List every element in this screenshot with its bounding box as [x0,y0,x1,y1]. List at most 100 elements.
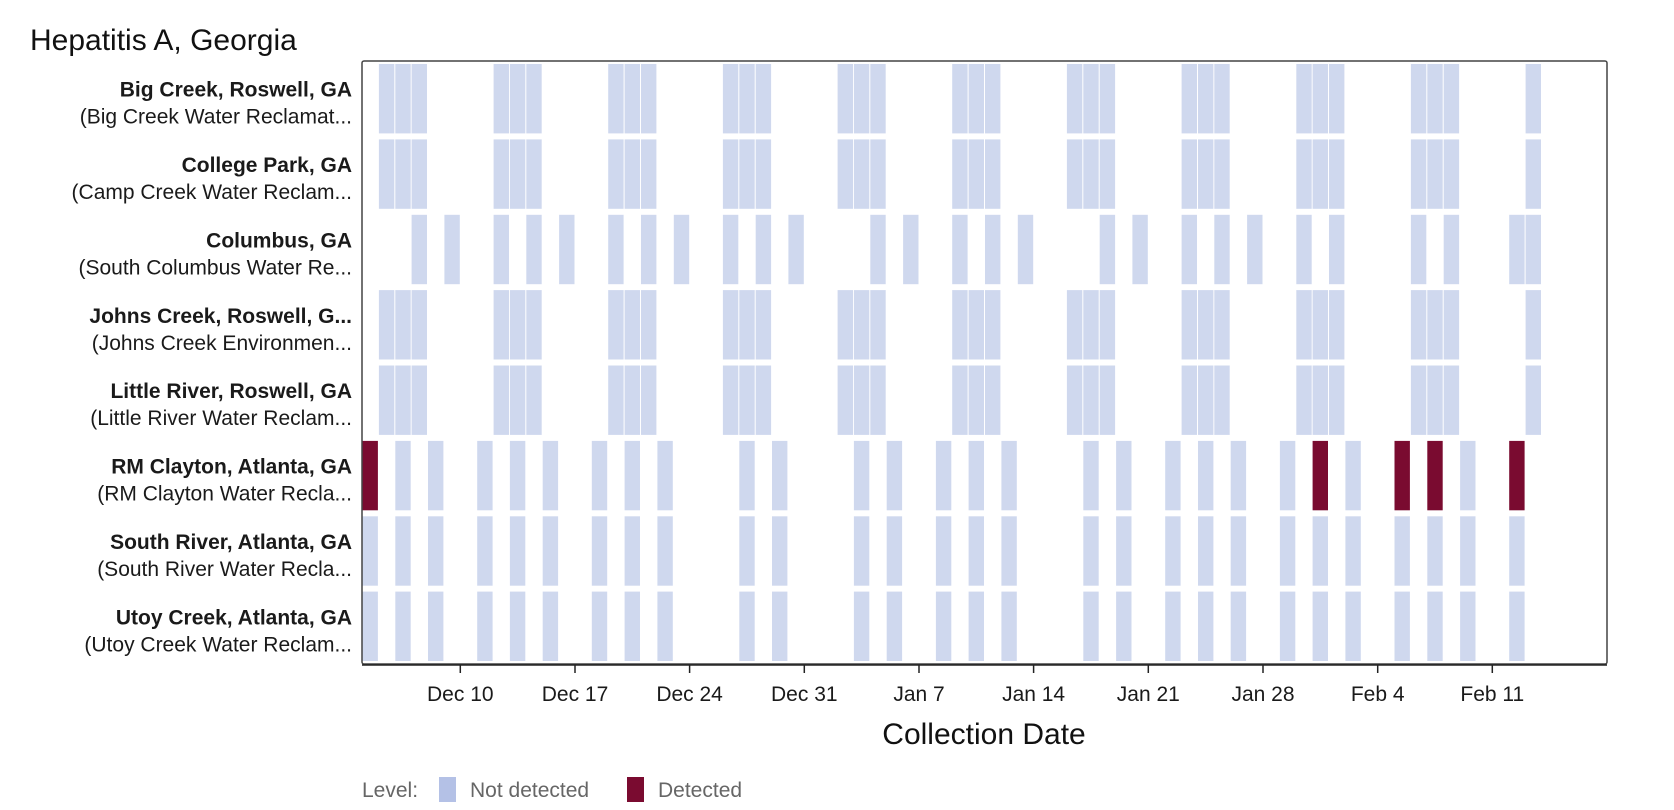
bar-not-detected [526,365,542,435]
bar-not-detected [985,214,1001,285]
bar-detected [1312,440,1328,511]
bar-not-detected [1001,591,1017,661]
bar-not-detected [493,139,509,209]
bar-not-detected [1083,516,1099,586]
bar-not-detected [1427,139,1443,209]
bar-not-detected [935,591,952,661]
bar-not-detected [1099,139,1116,209]
bar-not-detected [641,139,657,209]
bar-not-detected [1165,591,1181,661]
bar-not-detected [1083,591,1099,661]
x-tick-label: Dec 10 [427,683,494,706]
bar-not-detected [624,139,640,209]
bar-not-detected [968,365,984,435]
x-tick-label: Dec 17 [542,683,609,706]
x-tick-label: Jan 7 [893,683,944,706]
bar-not-detected [411,290,427,360]
bar-not-detected [853,64,870,134]
bar-not-detected [1443,64,1460,134]
bar-not-detected [395,365,411,435]
bar-not-detected [526,214,542,285]
bar-not-detected [1427,516,1443,586]
bar-not-detected [1427,290,1443,360]
bar-not-detected [428,440,444,511]
bar-not-detected [1525,365,1541,435]
bar-not-detected [1460,516,1476,586]
bar-not-detected [1099,214,1116,285]
legend-swatch-not-detected [439,777,456,802]
row-name-label: Little River, Roswell, GA [110,380,352,403]
row-subtitle-label: (Big Creek Water Reclamat... [80,106,352,129]
bar-not-detected [1329,290,1345,360]
bar-detected [1427,440,1443,511]
bar-not-detected [395,64,411,134]
bar-not-detected [641,64,657,134]
bar-not-detected [1017,214,1034,285]
bar-not-detected [1165,440,1181,511]
row-name-label: South River, Atlanta, GA [110,531,352,554]
bar-not-detected [624,516,640,586]
bar-not-detected [739,591,755,661]
bar-not-detected [772,440,788,511]
bar-not-detected [411,139,427,209]
bar-not-detected [1247,214,1263,285]
bar-not-detected [952,365,968,435]
bar-not-detected [1329,64,1345,134]
bar-not-detected [1198,365,1214,435]
bar-not-detected [608,365,624,435]
bar-not-detected [1329,214,1345,285]
bar-not-detected [1525,290,1541,360]
bar-not-detected [870,139,886,209]
bar-not-detected [608,290,624,360]
bar-not-detected [1312,64,1328,134]
bar-not-detected [411,64,427,134]
bar-not-detected [509,290,526,360]
row-subtitle-label: (RM Clayton Water Recla... [97,483,352,506]
bar-detected [1394,440,1410,511]
bar-not-detected [608,64,624,134]
bar-not-detected [870,365,886,435]
bar-not-detected [985,290,1001,360]
bar-not-detected [509,440,526,511]
bar-not-detected [477,591,493,661]
x-tick-label: Feb 4 [1351,683,1405,706]
legend-swatch-detected [627,777,644,802]
bar-not-detected [395,591,411,661]
bar-not-detected [1066,365,1083,435]
bar-not-detected [722,365,739,435]
bar-not-detected [722,214,739,285]
bar-not-detected [755,139,772,209]
bar-not-detected [509,139,526,209]
bar-not-detected [657,591,673,661]
bar-not-detected [886,591,903,661]
bar-not-detected [952,290,968,360]
bar-not-detected [1410,64,1427,134]
bar-not-detected [870,64,886,134]
bar-not-detected [1198,139,1214,209]
legend-label-not-detected: Not detected [470,779,589,802]
bar-not-detected [1460,440,1476,511]
row-name-label: Utoy Creek, Atlanta, GA [116,606,352,629]
bar-not-detected [1001,440,1017,511]
bar-not-detected [591,516,608,586]
bar-not-detected [444,214,460,285]
row-name-label: College Park, GA [182,154,352,177]
bar-not-detected [1099,64,1116,134]
x-tick-label: Dec 31 [771,683,838,706]
bar-not-detected [739,139,755,209]
row-5 [378,365,1541,435]
chart-title: Hepatitis A, Georgia [30,24,297,57]
bar-not-detected [739,64,755,134]
bar-not-detected [1460,591,1476,661]
bar-not-detected [493,214,509,285]
bar-not-detected [591,440,608,511]
bar-not-detected [526,139,542,209]
bar-not-detected [428,516,444,586]
row-4 [378,290,1541,360]
x-tick-label: Feb 11 [1460,683,1524,706]
bar-not-detected [903,214,919,285]
bar-not-detected [1296,365,1312,435]
bar-not-detected [853,365,870,435]
bar-not-detected [378,365,395,435]
bar-not-detected [657,440,673,511]
